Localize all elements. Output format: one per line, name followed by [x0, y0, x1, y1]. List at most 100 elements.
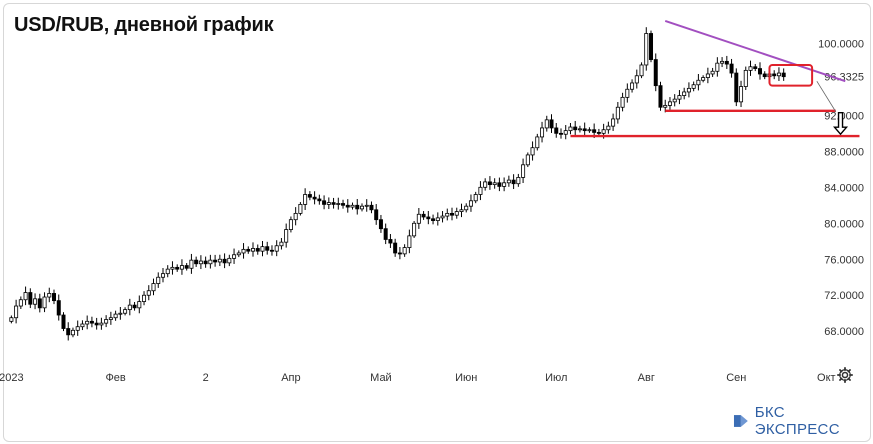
gear-icon[interactable] — [836, 366, 854, 384]
candle — [483, 181, 488, 188]
x-tick-label: Сен — [726, 372, 746, 384]
candle — [142, 294, 147, 302]
candle — [170, 266, 175, 270]
candle — [715, 62, 720, 72]
candle — [194, 259, 199, 265]
candle — [435, 217, 440, 221]
candle — [42, 296, 47, 309]
candle — [753, 66, 758, 69]
candle — [312, 196, 317, 200]
candle — [544, 119, 549, 129]
candle — [132, 304, 137, 309]
candle — [156, 276, 161, 284]
candle — [165, 268, 170, 275]
y-tick-label: 92.0000 — [824, 110, 864, 122]
chart-panel — [3, 3, 871, 442]
candle — [18, 299, 23, 307]
candle — [511, 179, 516, 185]
bcs-logo-icon — [733, 415, 748, 427]
candle — [307, 194, 312, 198]
candle — [677, 95, 682, 100]
candle — [80, 323, 85, 328]
candle — [649, 33, 654, 60]
candle — [663, 105, 668, 108]
candle — [341, 203, 346, 206]
candle — [265, 246, 270, 251]
y-tick-label: 68.0000 — [824, 326, 864, 338]
candle — [487, 181, 492, 186]
candle — [378, 219, 383, 230]
candle — [298, 203, 303, 214]
candle — [634, 75, 639, 84]
candle — [99, 322, 104, 326]
candle — [236, 252, 241, 256]
candle — [762, 73, 767, 78]
x-tick-label: Июн — [455, 372, 477, 384]
candle — [345, 204, 350, 208]
candle — [407, 235, 412, 248]
candle — [175, 266, 180, 270]
candle — [388, 239, 393, 244]
candle — [445, 212, 450, 217]
candle — [222, 258, 227, 264]
candle — [502, 182, 507, 187]
candle — [450, 212, 455, 216]
candle — [255, 248, 260, 252]
candle — [274, 245, 279, 252]
candle — [113, 313, 118, 319]
candle — [568, 126, 573, 132]
candle — [558, 132, 563, 135]
y-tick-label: 96.3325 — [824, 71, 864, 83]
candle — [421, 213, 426, 218]
candle — [227, 257, 232, 264]
candle — [734, 72, 739, 103]
y-tick-label: 84.0000 — [824, 182, 864, 194]
brand-name: БКС ЭКСПРЕСС — [754, 404, 840, 438]
down-arrow-icon — [833, 111, 849, 136]
candle — [691, 84, 696, 89]
candle — [596, 132, 601, 134]
candle — [203, 260, 208, 265]
candle — [625, 88, 630, 98]
candle — [47, 293, 52, 298]
y-tick-label: 72.0000 — [824, 290, 864, 302]
candle — [246, 248, 251, 252]
candle — [52, 293, 57, 302]
candle — [606, 125, 611, 131]
candle — [573, 126, 578, 131]
candle — [682, 91, 687, 96]
candle — [630, 82, 635, 90]
candle — [540, 127, 545, 138]
candle — [611, 118, 616, 127]
candle — [563, 130, 568, 135]
candle — [781, 72, 786, 78]
candle — [326, 202, 331, 205]
y-tick-label: 88.0000 — [824, 146, 864, 158]
candle — [251, 248, 256, 252]
candle — [75, 326, 80, 331]
resistance-trendline — [664, 19, 846, 83]
candle — [639, 64, 644, 77]
candle — [402, 247, 407, 255]
candle — [37, 298, 42, 309]
candle — [739, 86, 744, 103]
x-tick-label: 2023 — [0, 372, 24, 384]
candle — [397, 252, 402, 255]
candle — [23, 292, 28, 301]
chart-title: USD/RUB, дневной график — [14, 14, 274, 36]
candle — [160, 273, 165, 278]
candle — [279, 241, 284, 247]
candle — [772, 73, 777, 77]
y-tick-label: 76.0000 — [824, 254, 864, 266]
candle — [189, 259, 194, 269]
candle — [431, 218, 436, 221]
candle — [525, 154, 530, 166]
candle — [14, 305, 19, 319]
candle — [743, 69, 748, 87]
candle — [464, 205, 469, 211]
candle — [108, 317, 113, 320]
candle — [123, 309, 128, 314]
candle — [459, 209, 464, 212]
candle — [288, 219, 293, 230]
